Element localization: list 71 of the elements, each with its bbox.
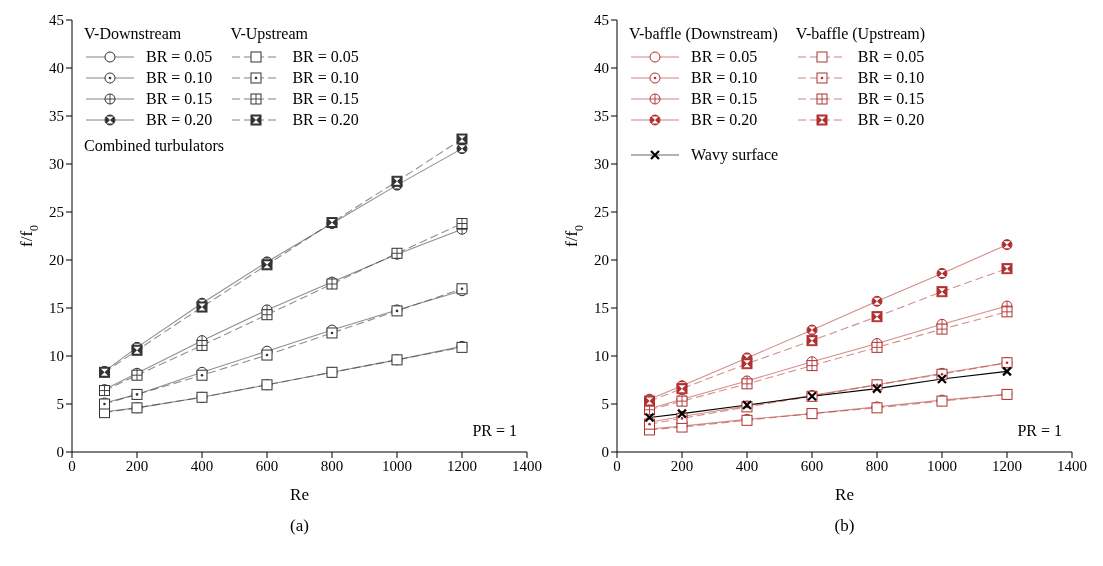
x-tick-label: 200 [670, 457, 694, 474]
legend-label: BR = 0.20 [857, 109, 925, 130]
y-tick-label: 30 [594, 156, 609, 173]
point [99, 398, 110, 410]
x-tick-label: 1400 [512, 457, 542, 474]
y-tick-label: 10 [594, 348, 609, 365]
point [936, 373, 948, 385]
legend-label: BR = 0.10 [691, 67, 758, 88]
legend-label: BR = 0.05 [857, 46, 925, 67]
x-tick-label: 1200 [992, 457, 1022, 474]
x-tick-label: 1000 [927, 457, 957, 474]
x-tick-label: 600 [255, 457, 279, 474]
x-tick-label: 0 [68, 457, 76, 474]
legend-label: BR = 0.15 [691, 88, 758, 109]
y-tick-label: 15 [594, 300, 609, 317]
y-tick-label: 25 [594, 204, 609, 221]
legend-label: BR = 0.20 [292, 109, 359, 130]
legend-label: BR = 0.10 [857, 67, 925, 88]
legend-label: BR = 0.10 [146, 67, 213, 88]
point [644, 412, 655, 423]
x-axis-title: Re [290, 485, 309, 504]
y-tick-label: 20 [49, 252, 64, 269]
x-tick-label: 800 [320, 457, 344, 474]
legend-label: BR = 0.10 [292, 67, 359, 88]
y-tick-label: 0 [601, 444, 609, 461]
y-tick-label: 35 [49, 108, 64, 125]
y-tick-label: 0 [56, 444, 64, 461]
point [261, 349, 273, 361]
annotation: V-baffle (Downstream) [629, 24, 778, 45]
y-tick-label: 30 [49, 156, 64, 173]
annotation: PR = 1 [472, 422, 517, 440]
y-tick-label: 35 [594, 108, 609, 125]
x-tick-label: 800 [865, 457, 889, 474]
annotation: Combined turbulators [84, 136, 225, 156]
annotation: V-Downstream [84, 24, 183, 44]
y-tick-label: 45 [594, 12, 609, 29]
x-tick-label: 600 [800, 457, 824, 474]
y-tick-label: 5 [56, 396, 64, 413]
x-tick-label: 400 [190, 457, 214, 474]
legend-label: Wavy surface [691, 144, 779, 165]
x-tick-label: 400 [735, 457, 759, 474]
x-tick-label: 200 [125, 457, 149, 474]
legend-label: BR = 0.15 [292, 88, 359, 109]
legend-label: BR = 0.05 [146, 46, 213, 67]
text: (a) [289, 516, 310, 536]
y-tick-label: 40 [594, 60, 609, 77]
x-tick-label: 1000 [382, 457, 412, 474]
point [391, 305, 403, 317]
legend-label: BR = 0.05 [691, 46, 758, 67]
x-tick-label: 1400 [1057, 457, 1087, 474]
annotation: V-baffle (Upstream) [795, 24, 926, 45]
legend-label: BR = 0.20 [691, 109, 758, 130]
y-tick-label: 45 [49, 12, 64, 29]
y-tick-label: 20 [594, 252, 609, 269]
y-tick-label: 5 [601, 396, 609, 413]
legend-label: BR = 0.05 [292, 46, 359, 67]
text: (b) [833, 516, 856, 536]
y-tick-label: 25 [49, 204, 64, 221]
point [1001, 366, 1013, 377]
legend-label: BR = 0.15 [857, 88, 925, 109]
annotation: PR = 1 [1017, 422, 1062, 440]
annotation: V-Upstream [230, 24, 309, 45]
x-tick-label: 0 [613, 457, 621, 474]
y-tick-label: 15 [49, 300, 64, 317]
x-tick-label: 1200 [447, 457, 477, 474]
y-tick-label: 40 [49, 60, 64, 77]
point [871, 383, 883, 394]
x-axis-title: Re [835, 485, 854, 504]
y-tick-label: 10 [49, 348, 64, 365]
legend-label: BR = 0.15 [146, 88, 213, 109]
legend-label: BR = 0.20 [146, 109, 213, 130]
